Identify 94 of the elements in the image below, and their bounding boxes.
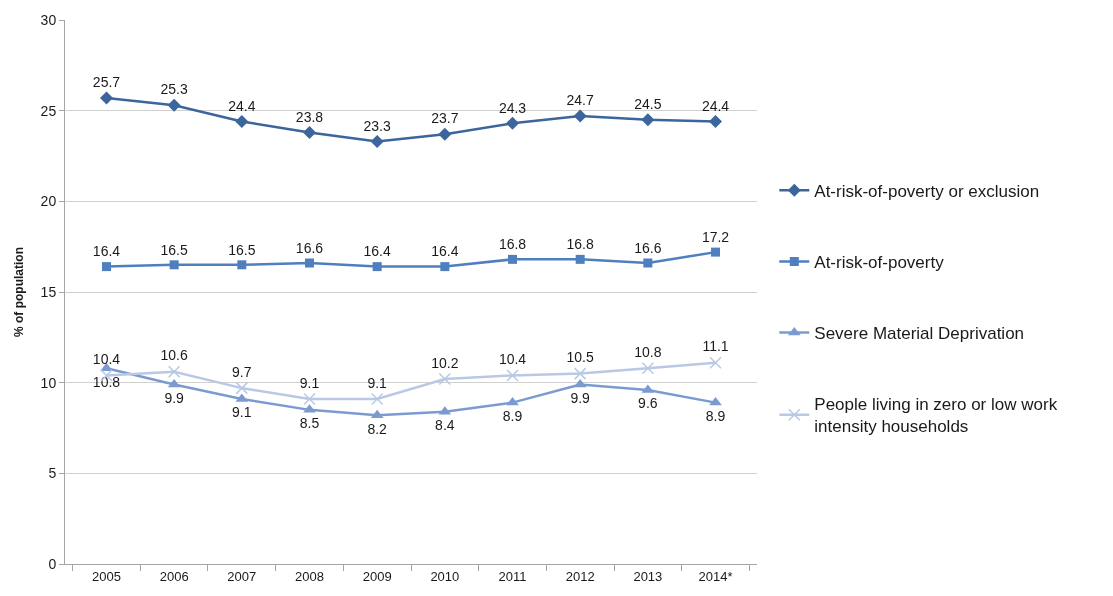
data-label: 24.7 xyxy=(566,92,595,109)
point xyxy=(709,115,723,129)
y-tick-label: 30 xyxy=(40,11,57,28)
point xyxy=(370,409,384,419)
x-tick-label: 2010 xyxy=(430,568,460,584)
data-label: 10.4 xyxy=(498,351,527,368)
data-label: 10.2 xyxy=(431,354,459,371)
data-label: 10.6 xyxy=(160,347,188,364)
data-label: 23.3 xyxy=(363,117,391,134)
data-label: 10.5 xyxy=(566,349,595,366)
x-tick-label: 2006 xyxy=(159,568,189,584)
data-label: 16.8 xyxy=(566,236,595,253)
point xyxy=(101,262,111,272)
data-label: 9.6 xyxy=(638,395,658,412)
point xyxy=(573,367,587,380)
legend-label: People living in zero or low work intensity households xyxy=(814,395,1058,437)
point xyxy=(440,262,450,272)
data-label: 24.3 xyxy=(498,99,527,116)
data-label: 9.1 xyxy=(232,404,252,421)
point xyxy=(575,254,585,264)
x-tick-label: 2014* xyxy=(698,568,733,584)
x-tick-label: 2008 xyxy=(295,568,324,584)
x-tick-label: 2012 xyxy=(565,568,595,584)
data-label: 25.3 xyxy=(160,81,188,98)
point xyxy=(438,127,452,141)
data-label: 16.8 xyxy=(498,236,527,253)
point xyxy=(506,116,520,130)
data-label: 16.6 xyxy=(634,239,662,256)
point xyxy=(235,381,249,395)
data-label: 24.4 xyxy=(228,97,256,114)
data-label: 8.2 xyxy=(367,420,388,437)
data-label: 8.5 xyxy=(299,415,320,432)
data-label: 24.4 xyxy=(701,97,730,114)
data-label: 23.7 xyxy=(431,110,459,127)
data-label: 9.7 xyxy=(232,363,252,380)
point xyxy=(99,91,113,105)
point xyxy=(372,262,382,272)
data-label: 16.5 xyxy=(160,241,188,258)
point xyxy=(438,372,452,386)
point xyxy=(641,113,655,127)
data-label: 9.1 xyxy=(367,374,388,391)
data-label: 10.8 xyxy=(634,343,662,360)
y-tick-label: 25 xyxy=(40,102,57,119)
legend-label: At-risk-of-poverty xyxy=(814,253,945,273)
point xyxy=(303,392,316,406)
point xyxy=(169,260,179,270)
data-label: 23.8 xyxy=(295,108,324,125)
data-label: 25.7 xyxy=(92,74,121,91)
data-label: 10.8 xyxy=(92,373,121,390)
data-label: 16.5 xyxy=(228,241,256,258)
point xyxy=(302,125,316,139)
point xyxy=(573,109,587,123)
point xyxy=(573,378,587,388)
y-axis-title: % of population xyxy=(11,247,26,337)
data-label: 24.5 xyxy=(634,95,662,112)
data-label: 9.9 xyxy=(164,389,185,406)
x-tick-label: 2007 xyxy=(227,568,257,584)
point xyxy=(235,115,249,129)
y-tick-label: 10 xyxy=(40,374,57,391)
x-tick-label: 2013 xyxy=(633,568,663,584)
point xyxy=(709,356,722,369)
point xyxy=(304,258,314,268)
point xyxy=(167,378,181,388)
data-label: 10.4 xyxy=(92,351,121,368)
data-label: 16.6 xyxy=(295,239,324,256)
x-tick-label: 2005 xyxy=(92,568,121,584)
point xyxy=(167,365,181,379)
data-label: 17.2 xyxy=(701,228,730,245)
point xyxy=(643,258,653,268)
data-label: 8.9 xyxy=(705,407,726,424)
x-tick-label: 2011 xyxy=(498,568,527,584)
data-label: 9.1 xyxy=(299,374,320,391)
data-label: 8.9 xyxy=(502,407,523,424)
data-label: 8.4 xyxy=(435,417,455,434)
point xyxy=(508,254,518,264)
point xyxy=(167,98,181,112)
point xyxy=(237,260,247,270)
legend-label: Severe Material Deprivation xyxy=(814,324,1025,344)
y-tick-label: 20 xyxy=(40,193,57,210)
y-tick-label: 15 xyxy=(40,283,57,300)
point xyxy=(370,392,384,406)
point xyxy=(711,247,721,257)
point xyxy=(641,361,655,375)
legend-label: At-risk-of-poverty or exclusion xyxy=(814,182,1040,201)
point xyxy=(506,369,519,382)
point xyxy=(370,134,384,148)
data-label: 11.1 xyxy=(702,338,729,355)
y-tick-label: 5 xyxy=(48,465,57,482)
data-label: 16.4 xyxy=(363,243,391,260)
data-label: 16.4 xyxy=(431,243,459,260)
data-label: 16.4 xyxy=(92,243,121,260)
data-label: 9.9 xyxy=(570,389,591,406)
y-tick-label: 0 xyxy=(48,555,57,572)
x-tick-label: 2009 xyxy=(362,568,392,584)
